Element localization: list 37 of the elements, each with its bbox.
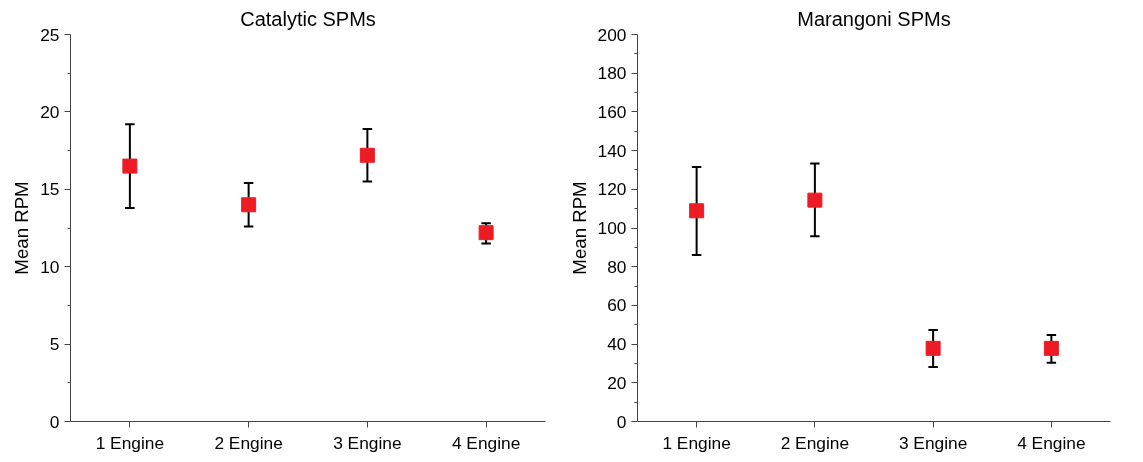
x-tick-label: 1 Engine	[95, 432, 165, 453]
y-tick-label: 100	[597, 218, 627, 238]
x-tick-label: 3 Engine	[898, 432, 968, 453]
x-tick-label: 3 Engine	[333, 432, 402, 453]
y-axis-title: Mean RPM	[11, 181, 33, 275]
x-tick-label: 4 Engine	[1017, 432, 1086, 453]
y-tick-label: 160	[597, 101, 627, 122]
x-tick-label: 2 Engine	[214, 432, 283, 453]
y-tick-label: 40	[607, 334, 627, 355]
y-tick-label: 60	[607, 295, 627, 316]
point	[807, 192, 823, 208]
point	[122, 158, 138, 174]
y-tick-label: 0	[616, 411, 627, 432]
y-tick-label: 120	[597, 179, 627, 200]
point	[925, 340, 941, 356]
y-tick-label: 200	[597, 24, 627, 45]
point	[1043, 340, 1059, 356]
y-tick-label: 80	[607, 256, 627, 277]
y-tick-label: 25	[40, 24, 60, 45]
x-tick-label: 2 Engine	[780, 432, 850, 453]
y-tick-label: 20	[40, 101, 60, 122]
y-tick-label: 5	[49, 334, 60, 355]
y-tick-label: 180	[597, 63, 627, 84]
y-axis-title: Mean RPM	[568, 181, 590, 275]
chart-title: Catalytic SPMs	[240, 7, 376, 30]
y-tick-label: 10	[40, 256, 60, 277]
point	[478, 225, 494, 241]
y-tick-label: 140	[597, 140, 627, 161]
x-tick-label: 4 Engine	[451, 432, 521, 453]
point	[689, 203, 705, 219]
point	[359, 147, 375, 163]
y-tick-label: 15	[40, 179, 60, 200]
x-tick-label: 1 Engine	[662, 432, 731, 453]
point	[241, 197, 257, 213]
y-tick-label: 0	[49, 411, 60, 432]
y-tick-label: 20	[607, 372, 627, 393]
chart-title: Marangoni SPMs	[797, 7, 951, 30]
